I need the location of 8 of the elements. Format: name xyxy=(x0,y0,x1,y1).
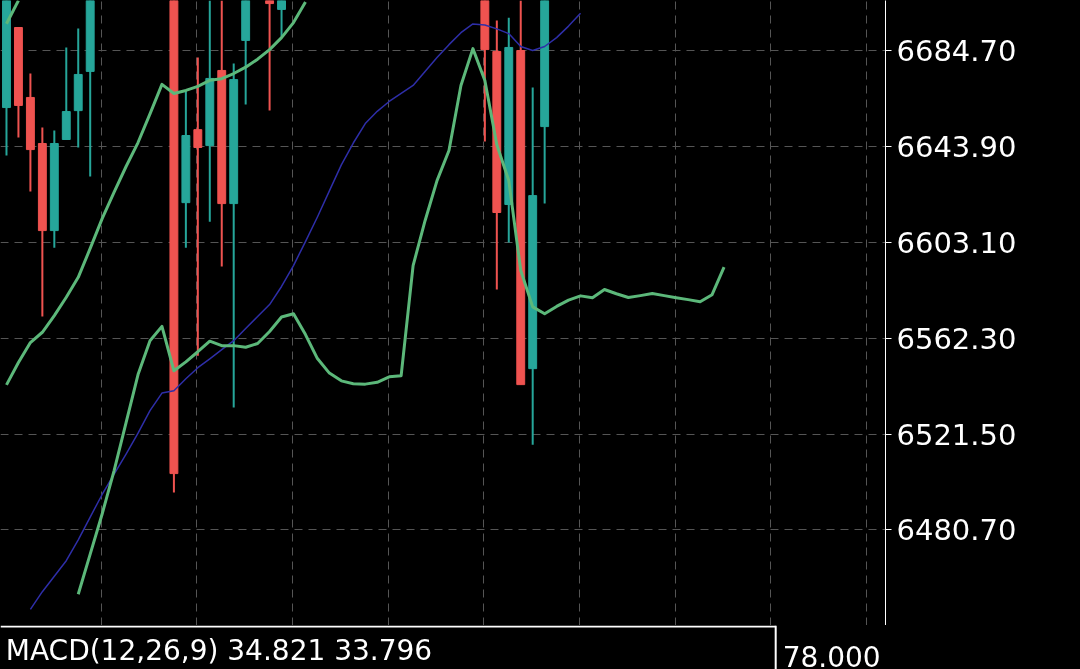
text: 78.000 xyxy=(782,640,881,669)
y-tick-label: 6562.30 xyxy=(896,321,1017,356)
y-tick-label: 6643.90 xyxy=(896,130,1017,165)
y-tick-label: 6480.70 xyxy=(896,513,1017,548)
y-tick-label: 6603.10 xyxy=(896,226,1017,261)
y-tick-label: 6521.50 xyxy=(896,417,1017,452)
y-tick-label: 6684.70 xyxy=(896,34,1017,69)
text: MACD(12,26,9) 34.821 33.796 xyxy=(5,633,433,667)
